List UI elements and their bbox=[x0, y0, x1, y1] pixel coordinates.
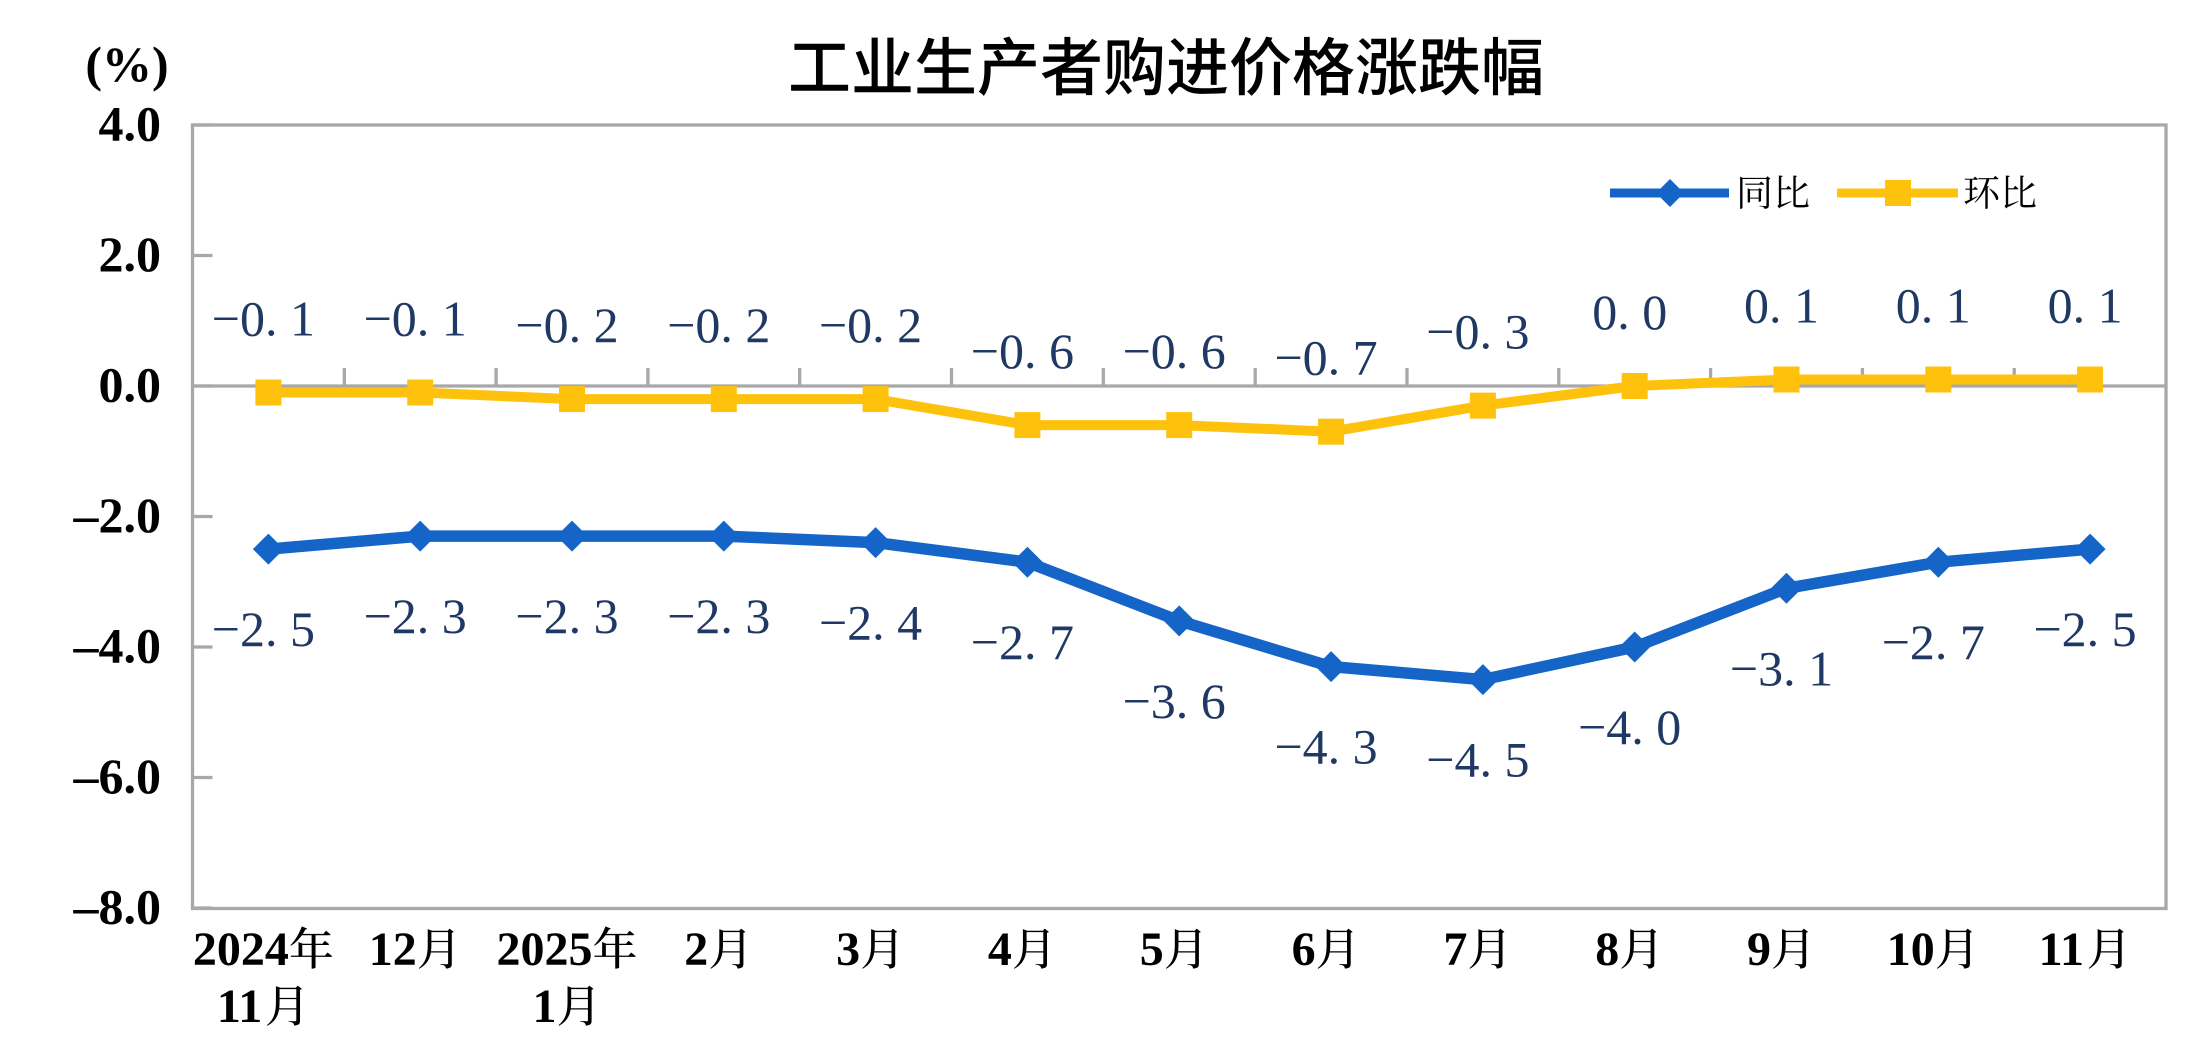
svg-text:–8.0: –8.0 bbox=[73, 879, 162, 935]
svg-text:−2. 4: −2. 4 bbox=[819, 595, 922, 651]
svg-text:7: 7 bbox=[1443, 923, 1467, 976]
svg-text:9: 9 bbox=[1747, 923, 1771, 976]
svg-text:−2. 5: −2. 5 bbox=[2033, 601, 2136, 657]
svg-text:−0. 7: −0. 7 bbox=[1274, 330, 1377, 386]
svg-text:12: 12 bbox=[369, 923, 417, 976]
svg-text:0. 1: 0. 1 bbox=[1896, 278, 1971, 334]
svg-text:(%): (%) bbox=[85, 36, 168, 92]
svg-text:−0. 2: −0. 2 bbox=[515, 297, 618, 353]
svg-text:−0. 6: −0. 6 bbox=[971, 323, 1074, 379]
svg-text:2025: 2025 bbox=[497, 923, 593, 976]
svg-text:–6.0: –6.0 bbox=[73, 748, 162, 804]
svg-text:0. 1: 0. 1 bbox=[1744, 278, 1819, 334]
svg-text:11: 11 bbox=[217, 980, 262, 1033]
svg-text:6: 6 bbox=[1292, 923, 1316, 976]
svg-text:3: 3 bbox=[836, 923, 860, 976]
svg-text:2: 2 bbox=[684, 923, 708, 976]
svg-text:2.0: 2.0 bbox=[99, 226, 162, 282]
svg-text:8: 8 bbox=[1595, 923, 1619, 976]
svg-text:−4. 5: −4. 5 bbox=[1426, 732, 1529, 788]
svg-text:−4. 3: −4. 3 bbox=[1274, 719, 1377, 775]
svg-text:0. 0: 0. 0 bbox=[1592, 284, 1667, 340]
svg-text:−0. 6: −0. 6 bbox=[1123, 323, 1226, 379]
svg-text:5: 5 bbox=[1140, 923, 1164, 976]
svg-text:−0. 1: −0. 1 bbox=[364, 291, 467, 347]
svg-text:1: 1 bbox=[533, 980, 557, 1033]
svg-text:0. 1: 0. 1 bbox=[2048, 278, 2123, 334]
svg-text:−2. 3: −2. 3 bbox=[515, 588, 618, 644]
svg-text:10: 10 bbox=[1887, 923, 1935, 976]
svg-text:−2. 5: −2. 5 bbox=[212, 601, 315, 657]
svg-text:−3. 6: −3. 6 bbox=[1123, 673, 1226, 729]
svg-text:−4. 0: −4. 0 bbox=[1578, 699, 1681, 755]
svg-text:−2. 7: −2. 7 bbox=[1882, 614, 1985, 670]
svg-text:−2. 3: −2. 3 bbox=[364, 588, 467, 644]
svg-text:0.0: 0.0 bbox=[99, 357, 162, 413]
svg-text:−0. 2: −0. 2 bbox=[819, 297, 922, 353]
svg-text:−0. 3: −0. 3 bbox=[1426, 304, 1529, 360]
svg-text:−0. 1: −0. 1 bbox=[212, 291, 315, 347]
svg-text:–2.0: –2.0 bbox=[73, 487, 162, 543]
svg-text:−2. 7: −2. 7 bbox=[971, 614, 1074, 670]
svg-text:−2. 3: −2. 3 bbox=[667, 588, 770, 644]
svg-text:–4.0: –4.0 bbox=[73, 618, 162, 674]
svg-text:4: 4 bbox=[988, 923, 1012, 976]
svg-text:2024: 2024 bbox=[193, 923, 289, 976]
svg-text:4.0: 4.0 bbox=[99, 96, 162, 152]
svg-text:−0. 2: −0. 2 bbox=[667, 297, 770, 353]
svg-text:11: 11 bbox=[2039, 923, 2084, 976]
svg-text:−3. 1: −3. 1 bbox=[1730, 640, 1833, 696]
